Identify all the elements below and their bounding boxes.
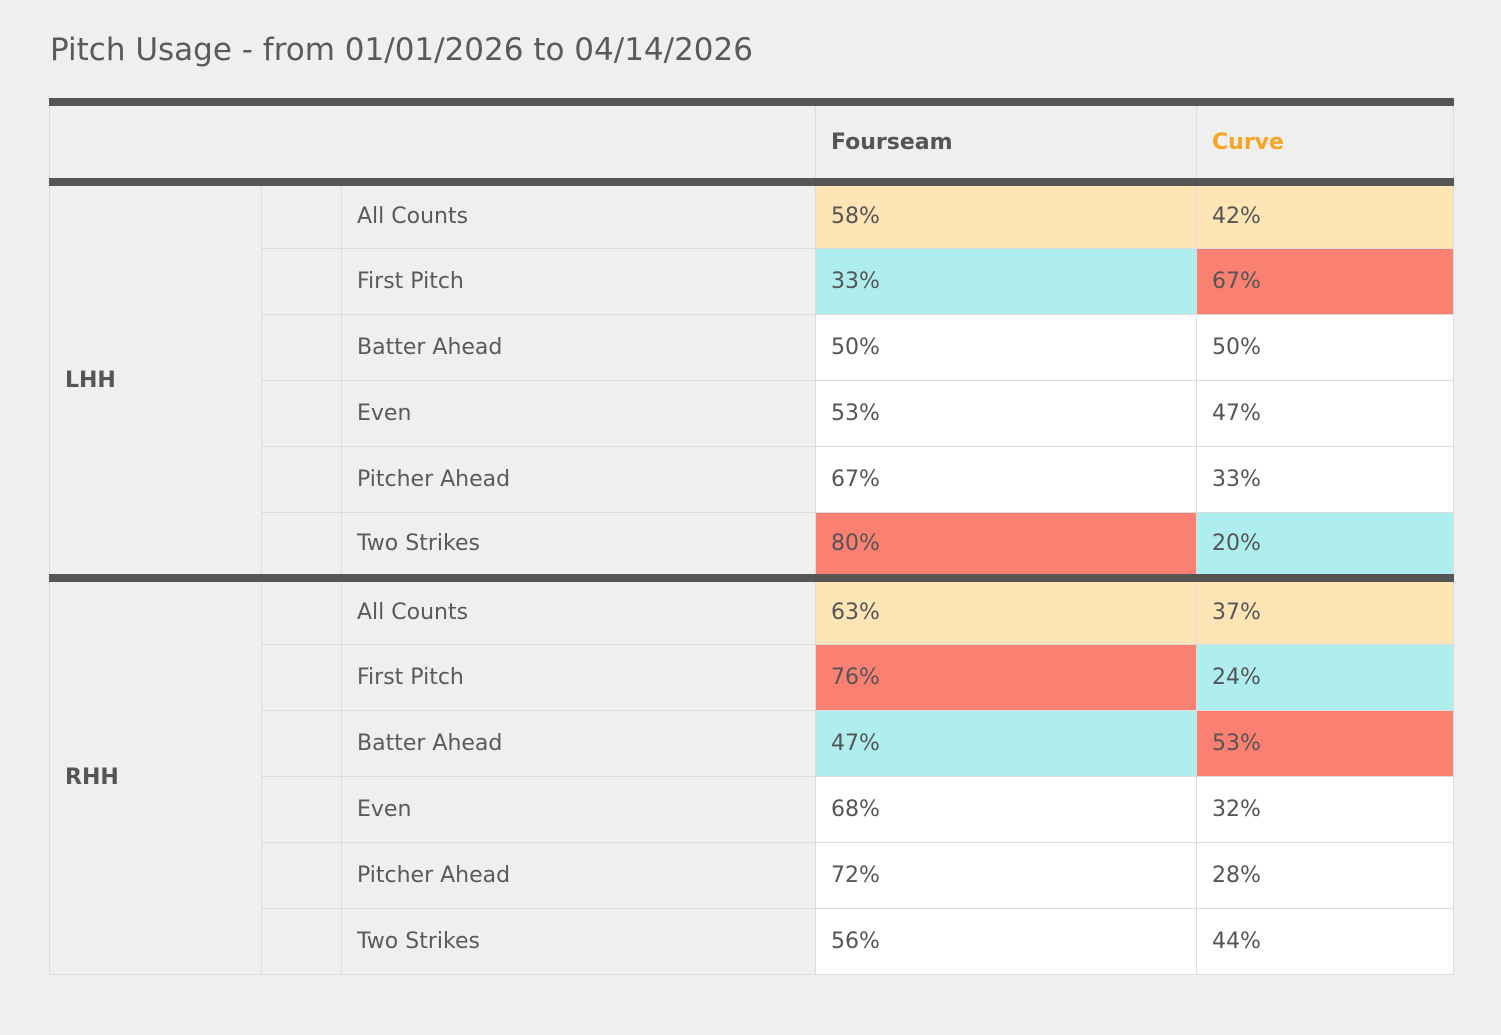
count-label-all-counts: All Counts [340, 178, 817, 249]
page-title: Pitch Usage - from 01/01/2026 to 04/14/2… [50, 32, 753, 68]
curve-usage-cell: 44% [1196, 907, 1455, 975]
batter-hand-label: RHH [49, 574, 262, 975]
spacer-cell [261, 907, 342, 975]
curve-usage-cell: 50% [1196, 313, 1455, 381]
curve-usage-cell: 28% [1196, 841, 1455, 909]
pitch-usage-table-container: Fourseam Curve LHH All Counts 58% 42% First … [48, 98, 1455, 975]
count-label-first-pitch: First Pitch [340, 247, 817, 315]
curve-usage-cell: 42% [1196, 178, 1455, 249]
spacer-cell [261, 841, 342, 909]
spacer-cell [261, 775, 342, 843]
spacer-cell [261, 709, 342, 777]
pitch-usage-table: Fourseam Curve LHH All Counts 58% 42% First … [48, 98, 1455, 975]
table-row: Two Strikes 80% 20% [50, 511, 1455, 579]
fourseam-usage-cell: 72% [815, 841, 1198, 909]
spacer-cell [261, 511, 342, 579]
spacer-cell [261, 379, 342, 447]
curve-usage-cell: 24% [1196, 643, 1455, 711]
count-label-two-strikes: Two Strikes [340, 907, 817, 975]
fourseam-usage-cell: 47% [815, 709, 1198, 777]
fourseam-usage-cell: 53% [815, 379, 1198, 447]
spacer-cell [261, 247, 342, 315]
fourseam-usage-cell: 58% [815, 178, 1198, 249]
count-label-even: Even [340, 379, 817, 447]
column-header-curve[interactable]: Curve [1196, 98, 1455, 186]
table-row: Pitcher Ahead 67% 33% [50, 445, 1455, 513]
table-row: Even 68% 32% [50, 775, 1455, 843]
batter-hand-label: LHH [49, 178, 262, 579]
spacer-cell [261, 643, 342, 711]
table-row: Batter Ahead 47% 53% [50, 709, 1455, 777]
table-row: Even 53% 47% [50, 379, 1455, 447]
fourseam-usage-cell: 63% [815, 574, 1198, 645]
table-row: RHH All Counts 63% 37% [49, 574, 1455, 975]
fourseam-usage-cell: 80% [815, 511, 1198, 579]
fourseam-usage-cell: 56% [815, 907, 1198, 975]
curve-usage-cell: 33% [1196, 445, 1455, 513]
curve-usage-cell: 20% [1196, 511, 1455, 579]
spacer-cell [261, 574, 342, 645]
hand-group-rhh: RHH All Counts 63% 37% First Pitch 76% 24% Batt… [49, 574, 1455, 975]
count-label-even: Even [340, 775, 817, 843]
table-row: First Pitch 76% 24% [50, 643, 1455, 711]
curve-usage-cell: 32% [1196, 775, 1455, 843]
table-row: LHH All Counts 58% 42% [49, 178, 1455, 579]
header-empty-cell [48, 98, 817, 186]
table-row: First Pitch 33% 67% [50, 247, 1455, 315]
fourseam-usage-cell: 33% [815, 247, 1198, 315]
hand-group-lhh: LHH All Counts 58% 42% First Pitch 33% 67% Batt… [49, 178, 1455, 579]
count-label-first-pitch: First Pitch [340, 643, 817, 711]
count-label-all-counts: All Counts [340, 574, 817, 645]
curve-usage-cell: 53% [1196, 709, 1455, 777]
count-label-batter-ahead: Batter Ahead [340, 709, 817, 777]
fourseam-usage-cell: 50% [815, 313, 1198, 381]
fourseam-usage-cell: 68% [815, 775, 1198, 843]
count-label-two-strikes: Two Strikes [340, 511, 817, 579]
spacer-cell [261, 445, 342, 513]
column-header-fourseam[interactable]: Fourseam [815, 98, 1198, 186]
fourseam-usage-cell: 67% [815, 445, 1198, 513]
curve-usage-cell: 37% [1196, 574, 1455, 645]
spacer-cell [261, 178, 342, 249]
count-label-pitcher-ahead: Pitcher Ahead [340, 841, 817, 909]
count-label-batter-ahead: Batter Ahead [340, 313, 817, 381]
fourseam-usage-cell: 76% [815, 643, 1198, 711]
table-row: Batter Ahead 50% 50% [50, 313, 1455, 381]
table-row: Pitcher Ahead 72% 28% [50, 841, 1455, 909]
count-label-pitcher-ahead: Pitcher Ahead [340, 445, 817, 513]
curve-usage-cell: 67% [1196, 247, 1455, 315]
curve-usage-cell: 47% [1196, 379, 1455, 447]
spacer-cell [261, 313, 342, 381]
table-row: Two Strikes 56% 44% [50, 907, 1455, 975]
table-header-row: Fourseam Curve [48, 98, 1455, 186]
